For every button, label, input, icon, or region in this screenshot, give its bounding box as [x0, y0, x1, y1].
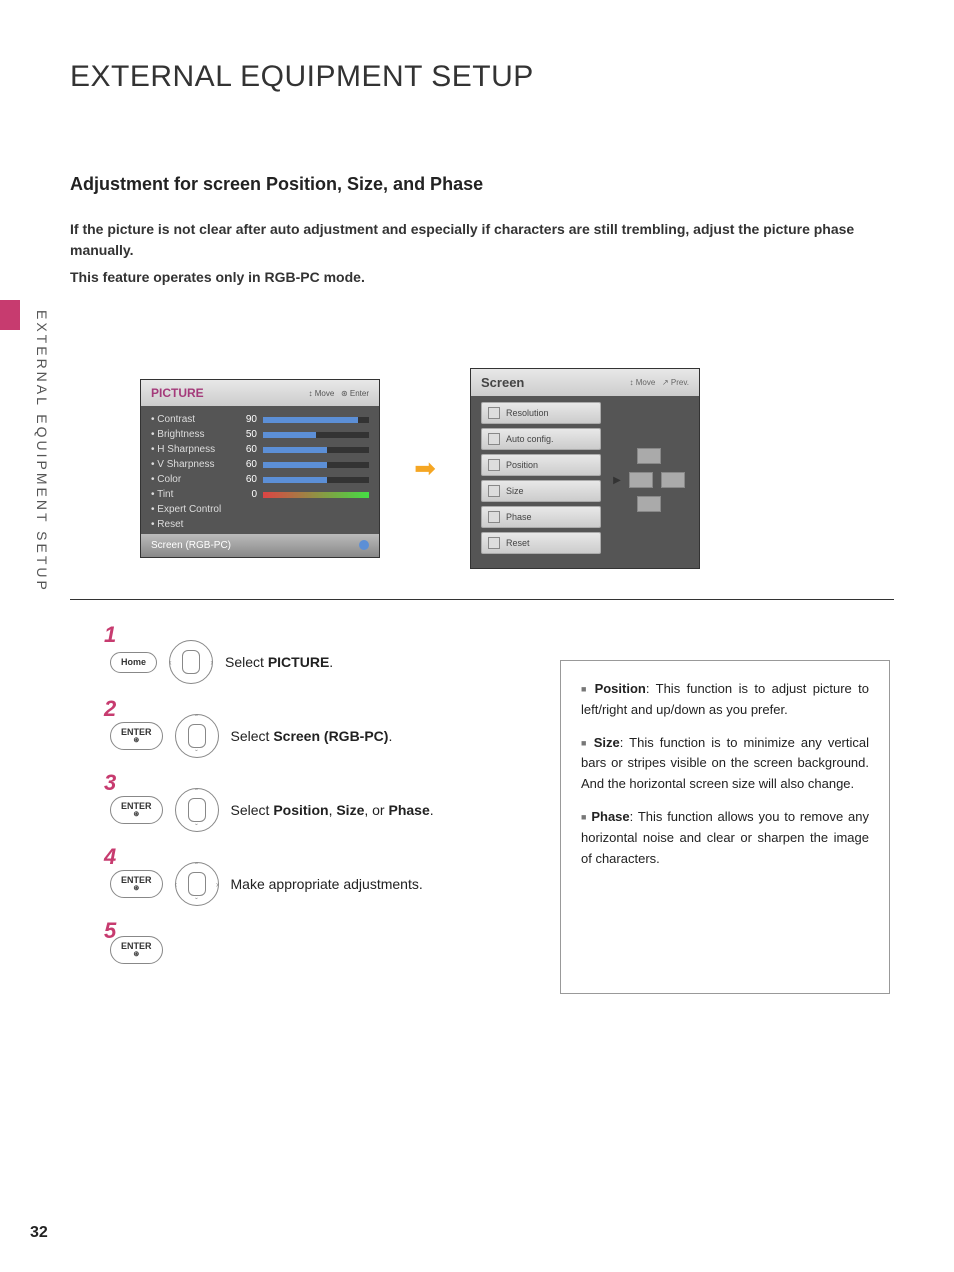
- dpad-icon: ‹›ˆˇ: [175, 862, 219, 906]
- intro-text-2: This feature operates only in RGB-PC mod…: [70, 267, 894, 288]
- picture-osd-row: • H Sharpness60: [151, 442, 369, 457]
- dpad-icon: ˆˇ: [175, 714, 219, 758]
- osd-item-icon: [488, 485, 500, 497]
- screen-osd-item: Resolution: [481, 402, 601, 424]
- picture-osd-row: • Expert Control: [151, 502, 369, 517]
- osd-item-icon: [488, 407, 500, 419]
- step-number: 5: [104, 918, 116, 944]
- nav-down-icon: [637, 496, 661, 512]
- step-text: Select Position, Size, or Phase.: [231, 802, 434, 818]
- screen-osd-item: Position: [481, 454, 601, 476]
- screen-osd-item: Phase: [481, 506, 601, 528]
- enter-dot-icon: [359, 540, 369, 550]
- picture-osd-row: • Reset: [151, 517, 369, 532]
- osd-diagram: PICTURE ↕ Move ⊛ Enter • Contrast90• Bri…: [140, 368, 894, 569]
- picture-osd: PICTURE ↕ Move ⊛ Enter • Contrast90• Bri…: [140, 379, 380, 558]
- section-title: Adjustment for screen Position, Size, an…: [70, 174, 894, 195]
- step-text: Select Screen (RGB-PC).: [231, 728, 393, 744]
- info-position: Position: This function is to adjust pic…: [581, 679, 869, 721]
- section-divider: [70, 599, 894, 600]
- info-size: Size: This function is to minimize any v…: [581, 733, 869, 795]
- picture-osd-controls: ↕ Move ⊛ Enter: [308, 389, 369, 398]
- remote-button: ENTER⊛: [110, 722, 163, 750]
- nav-left-icon: [629, 472, 653, 488]
- picture-osd-row: • Contrast90: [151, 412, 369, 427]
- remote-button: ENTER⊛: [110, 870, 163, 898]
- screen-osd-item: Auto config.: [481, 428, 601, 450]
- step: 2ENTER⊛ˆˇSelect Screen (RGB-PC).: [110, 714, 510, 758]
- step: 4ENTER⊛‹›ˆˇMake appropriate adjustments.: [110, 862, 510, 906]
- screen-osd-item: Size: [481, 480, 601, 502]
- picture-osd-title: PICTURE: [151, 386, 204, 400]
- step: 1Home‹›Select PICTURE.: [110, 640, 510, 684]
- step: 3ENTER⊛ˆˇSelect Position, Size, or Phase…: [110, 788, 510, 832]
- picture-osd-header: PICTURE ↕ Move ⊛ Enter: [141, 380, 379, 406]
- info-phase: Phase: This function allows you to remov…: [581, 807, 869, 869]
- nav-play-icon: ▶: [613, 475, 621, 486]
- page-title: EXTERNAL EQUIPMENT SETUP: [70, 60, 894, 94]
- picture-osd-row: • V Sharpness60: [151, 457, 369, 472]
- step: 5ENTER⊛: [110, 936, 510, 964]
- screen-osd-title: Screen: [481, 375, 524, 390]
- page-number: 32: [30, 1224, 48, 1242]
- osd-item-icon: [488, 433, 500, 445]
- info-box: Position: This function is to adjust pic…: [560, 660, 890, 994]
- nav-up-icon: [637, 448, 661, 464]
- picture-osd-footer: Screen (RGB-PC): [141, 534, 379, 557]
- screen-osd: Screen ↕ Move ↗ Prev. Resolution Auto con…: [470, 368, 700, 569]
- side-tab-marker: [0, 300, 20, 330]
- step-number: 1: [104, 622, 116, 648]
- side-vertical-label: EXTERNAL EQUIPMENT SETUP: [34, 310, 50, 593]
- position-nav-pad: ▶: [609, 402, 689, 558]
- picture-osd-row: • Brightness50: [151, 427, 369, 442]
- picture-osd-row: • Color60: [151, 472, 369, 487]
- dpad-icon: ‹›: [169, 640, 213, 684]
- step-number: 3: [104, 770, 116, 796]
- picture-osd-row: • Tint0: [151, 487, 369, 502]
- screen-osd-item: Reset: [481, 532, 601, 554]
- screen-osd-controls: ↕ Move ↗ Prev.: [630, 378, 689, 387]
- screen-rgb-pc-row: Screen (RGB-PC): [151, 540, 231, 551]
- step-number: 2: [104, 696, 116, 722]
- screen-osd-header: Screen ↕ Move ↗ Prev.: [471, 369, 699, 396]
- osd-item-icon: [488, 511, 500, 523]
- nav-right-icon: [661, 472, 685, 488]
- step-text: Make appropriate adjustments.: [231, 876, 423, 892]
- osd-item-icon: [488, 459, 500, 471]
- intro-text-1: If the picture is not clear after auto a…: [70, 219, 894, 261]
- remote-button: Home: [110, 652, 157, 673]
- arrow-right-icon: ➡: [410, 453, 440, 484]
- remote-button: ENTER⊛: [110, 936, 163, 964]
- dpad-icon: ˆˇ: [175, 788, 219, 832]
- osd-item-icon: [488, 537, 500, 549]
- step-number: 4: [104, 844, 116, 870]
- remote-button: ENTER⊛: [110, 796, 163, 824]
- step-text: Select PICTURE.: [225, 654, 333, 670]
